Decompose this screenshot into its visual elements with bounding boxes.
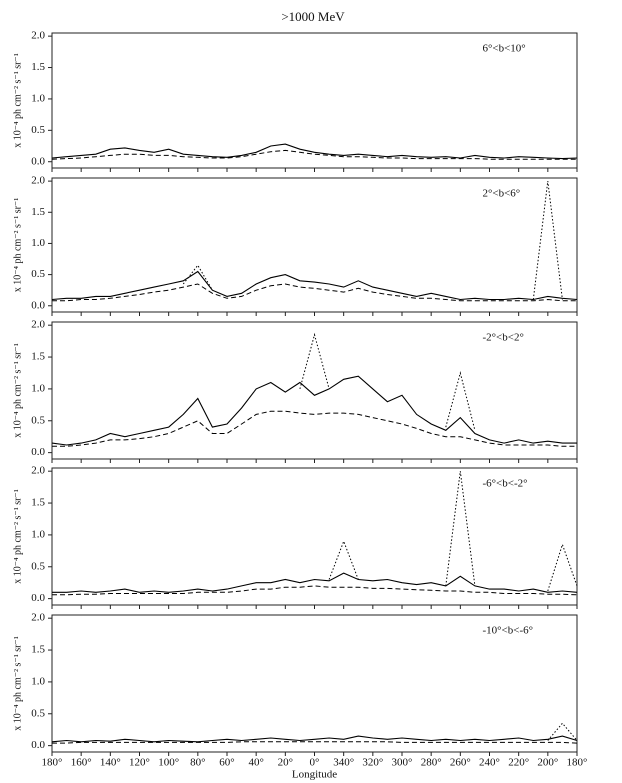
y-tick-label: 0.0 bbox=[31, 155, 45, 167]
data-line bbox=[328, 471, 578, 592]
x-tick-label: 220° bbox=[508, 757, 529, 769]
y-tick-label: 0.5 bbox=[31, 268, 45, 280]
y-axis-label: x 10⁻⁴ ph cm⁻² s⁻¹ sr⁻¹ bbox=[12, 198, 23, 292]
x-tick-label: 120° bbox=[129, 757, 150, 769]
y-tick-label: 2.0 bbox=[31, 175, 45, 187]
y-tick-label: 1.5 bbox=[31, 497, 45, 509]
y-tick-label: 1.5 bbox=[31, 206, 45, 218]
x-tick-label: 200° bbox=[537, 757, 558, 769]
data-line bbox=[547, 722, 578, 741]
data-line bbox=[52, 410, 577, 447]
x-axis-label: Longitude bbox=[292, 769, 337, 781]
data-line bbox=[51, 143, 578, 160]
x-tick-label: 240° bbox=[479, 757, 500, 769]
y-tick-label: 1.0 bbox=[31, 675, 45, 687]
x-tick-label: 160° bbox=[71, 757, 92, 769]
y-tick-label: 0.5 bbox=[31, 124, 45, 136]
x-tick-label: 260° bbox=[450, 757, 471, 769]
y-tick-label: 0.5 bbox=[31, 707, 45, 719]
y-tick-label: 1.0 bbox=[31, 382, 45, 394]
data-line bbox=[52, 572, 578, 593]
y-tick-label: 2.0 bbox=[31, 612, 45, 624]
data-line bbox=[51, 735, 578, 743]
y-tick-label: 1.0 bbox=[31, 528, 45, 540]
y-axis-label: x 10⁻⁴ ph cm⁻² s⁻¹ sr⁻¹ bbox=[12, 636, 23, 730]
figure-title: >1000 MeV bbox=[281, 9, 345, 24]
x-tick-label: 180° bbox=[567, 757, 588, 769]
data-line bbox=[182, 181, 563, 300]
panel-annotation: -10°<b<-6° bbox=[483, 625, 534, 637]
y-tick-label: 1.0 bbox=[31, 237, 45, 249]
x-tick-label: 300° bbox=[392, 757, 413, 769]
data-line bbox=[51, 375, 577, 446]
x-tick-label: 180° bbox=[42, 757, 63, 769]
data-line bbox=[299, 332, 476, 431]
data-line bbox=[52, 741, 578, 744]
x-tick-label: 80° bbox=[190, 757, 205, 769]
panel-annotation: -6°<b<-2° bbox=[483, 478, 528, 490]
y-tick-label: 1.5 bbox=[31, 351, 45, 363]
x-tick-label: 0° bbox=[310, 757, 320, 769]
y-tick-label: 0.5 bbox=[31, 414, 45, 426]
panel-annotation: 6°<b<10° bbox=[483, 43, 526, 55]
y-tick-label: 1.5 bbox=[31, 644, 45, 656]
y-tick-label: 2.0 bbox=[31, 30, 45, 42]
x-tick-label: 140° bbox=[100, 757, 121, 769]
panel-annotation: 2°<b<6° bbox=[483, 188, 521, 200]
y-tick-label: 0.0 bbox=[31, 592, 45, 604]
y-tick-label: 0.0 bbox=[31, 446, 45, 458]
y-axis-label: x 10⁻⁴ ph cm⁻² s⁻¹ sr⁻¹ bbox=[12, 489, 23, 583]
x-tick-label: 340° bbox=[333, 757, 354, 769]
panel-annotation: -2°<b<2° bbox=[483, 332, 524, 344]
x-tick-label: 280° bbox=[421, 757, 442, 769]
y-axis-label: x 10⁻⁴ ph cm⁻² s⁻¹ sr⁻¹ bbox=[12, 53, 23, 147]
y-tick-label: 2.0 bbox=[31, 319, 45, 331]
y-axis-label: x 10⁻⁴ ph cm⁻² s⁻¹ sr⁻¹ bbox=[12, 343, 23, 437]
y-tick-label: 0.0 bbox=[31, 299, 45, 311]
y-tick-label: 1.5 bbox=[31, 61, 45, 73]
x-tick-label: 100° bbox=[158, 757, 179, 769]
x-tick-label: 40° bbox=[248, 757, 263, 769]
x-tick-label: 20° bbox=[278, 757, 293, 769]
y-tick-label: 0.5 bbox=[31, 560, 45, 572]
y-tick-label: 0.0 bbox=[31, 739, 45, 751]
x-tick-label: 320° bbox=[362, 757, 383, 769]
y-tick-label: 2.0 bbox=[31, 465, 45, 477]
data-line bbox=[51, 270, 578, 301]
x-tick-label: 60° bbox=[219, 757, 234, 769]
y-tick-label: 1.0 bbox=[31, 92, 45, 104]
